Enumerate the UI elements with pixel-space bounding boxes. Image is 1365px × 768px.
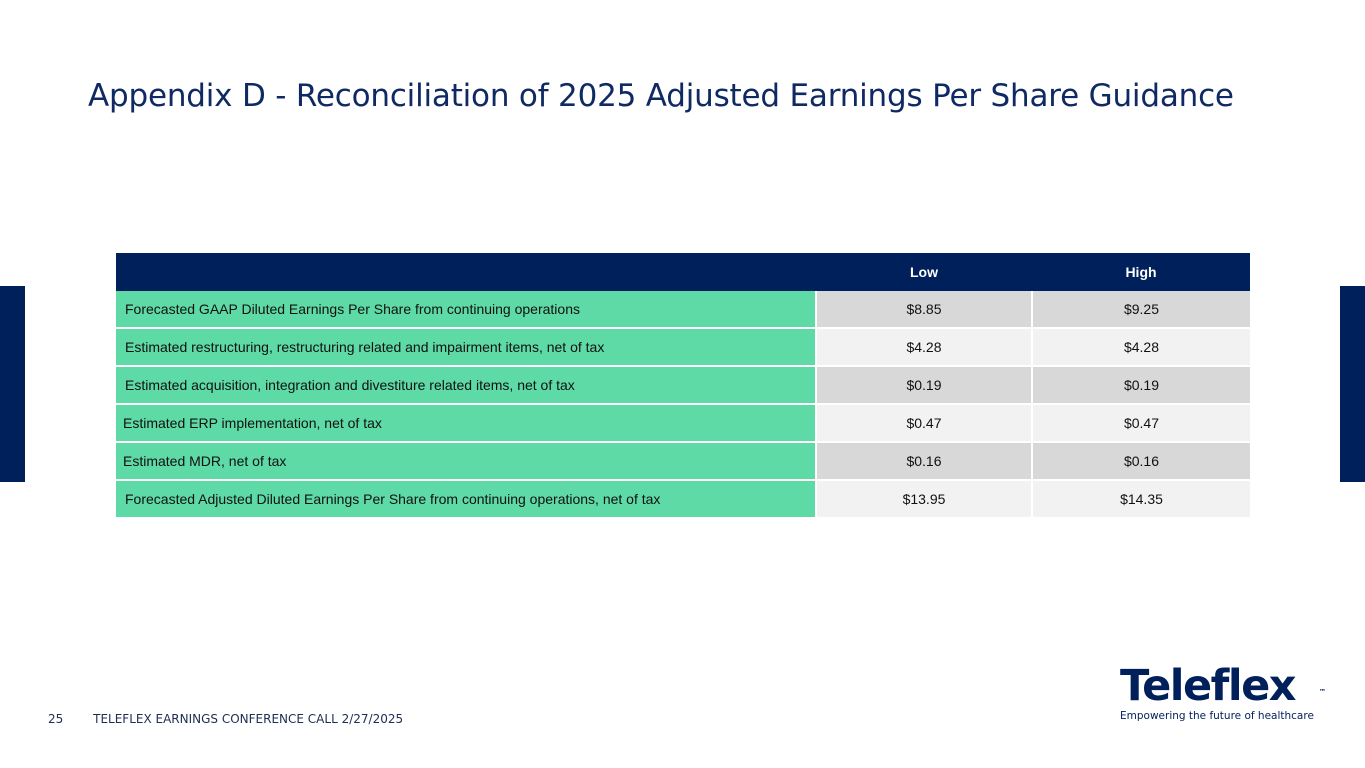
row-low-value: $0.16 bbox=[816, 442, 1033, 481]
row-low-value: $8.85 bbox=[816, 291, 1033, 329]
table-row: Estimated acquisition, integration and d… bbox=[116, 366, 1250, 405]
table-row: Estimated restructuring, restructuring r… bbox=[116, 328, 1250, 367]
logo-wordmark: Teleflex ™ bbox=[1120, 664, 1330, 708]
table-row: Estimated ERP implementation, net of tax… bbox=[116, 404, 1250, 443]
footer: 25 TELEFLEX EARNINGS CONFERENCE CALL 2/2… bbox=[48, 712, 403, 726]
row-label: Estimated acquisition, integration and d… bbox=[116, 366, 817, 405]
row-low-value: $4.28 bbox=[816, 328, 1033, 367]
row-high-value: $0.19 bbox=[1032, 366, 1250, 405]
header-label bbox=[116, 253, 816, 291]
teleflex-logo: Teleflex ™ Empowering the future of heal… bbox=[1120, 664, 1330, 722]
row-label: Estimated MDR, net of tax bbox=[116, 442, 817, 481]
logo-tagline: Empowering the future of healthcare bbox=[1120, 710, 1314, 722]
slide-title: Appendix D - Reconciliation of 2025 Adju… bbox=[88, 78, 1234, 114]
table-row: Forecasted Adjusted Diluted Earnings Per… bbox=[116, 480, 1250, 519]
row-low-value: $0.19 bbox=[816, 366, 1033, 405]
row-low-value: $13.95 bbox=[816, 480, 1033, 519]
row-label: Forecasted Adjusted Diluted Earnings Per… bbox=[116, 480, 817, 519]
page-number: 25 bbox=[48, 712, 64, 726]
row-label: Estimated ERP implementation, net of tax bbox=[116, 404, 817, 443]
footer-text: TELEFLEX EARNINGS CONFERENCE CALL 2/27/2… bbox=[93, 712, 404, 726]
row-low-value: $0.47 bbox=[816, 404, 1033, 443]
row-high-value: $0.16 bbox=[1032, 442, 1250, 481]
row-label: Forecasted GAAP Diluted Earnings Per Sha… bbox=[116, 291, 817, 329]
left-accent-bar bbox=[0, 286, 25, 482]
header-low: Low bbox=[816, 253, 1032, 291]
header-high: High bbox=[1032, 253, 1250, 291]
table-row: Estimated MDR, net of tax $0.16 $0.16 bbox=[116, 442, 1250, 481]
trademark-symbol: ™ bbox=[1319, 688, 1326, 696]
row-high-value: $0.47 bbox=[1032, 404, 1250, 443]
row-high-value: $9.25 bbox=[1032, 291, 1250, 329]
table-header-row: Low High bbox=[116, 253, 1250, 291]
right-accent-bar bbox=[1340, 286, 1365, 482]
logo-wordmark-text: Teleflex bbox=[1120, 661, 1297, 711]
row-label: Estimated restructuring, restructuring r… bbox=[116, 328, 817, 367]
reconciliation-table: Low High Forecasted GAAP Diluted Earning… bbox=[116, 253, 1250, 519]
row-high-value: $14.35 bbox=[1032, 480, 1250, 519]
row-high-value: $4.28 bbox=[1032, 328, 1250, 367]
table-row: Forecasted GAAP Diluted Earnings Per Sha… bbox=[116, 291, 1250, 329]
